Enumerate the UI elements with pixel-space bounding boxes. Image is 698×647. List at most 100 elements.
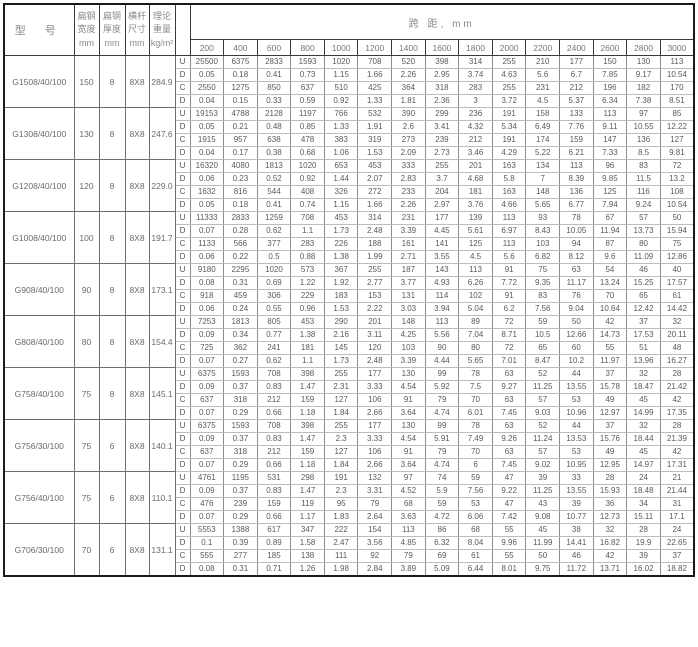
- value-cell: 1.47: [290, 432, 325, 446]
- row-type-label: D: [174, 536, 191, 550]
- value-cell: 113: [659, 55, 695, 69]
- value-cell: 57: [525, 445, 561, 459]
- header-flat-bar-width: 扁钢 宽度 mm: [73, 3, 100, 56]
- row-type-label: U: [174, 55, 191, 69]
- value-cell: 4.74: [424, 458, 460, 472]
- value-cell: 637: [189, 393, 225, 407]
- value-cell: 5.37: [559, 94, 594, 108]
- value-cell: 476: [189, 497, 225, 511]
- value-cell: 3.31: [357, 484, 393, 498]
- value-cell: 2.6: [391, 120, 426, 134]
- row-type-label: D: [174, 276, 191, 290]
- value-cell: 75: [659, 237, 695, 251]
- value-cell: 13.71: [592, 562, 628, 577]
- table-header: 型 号 扁钢 宽度 mm 扁钢 厚度 mm 横杆 尺寸 mm 理论 重量 kg/…: [3, 3, 695, 56]
- value-cell: 163: [491, 185, 527, 199]
- value-cell: 70: [458, 393, 493, 407]
- value-cell: 0.06: [189, 172, 225, 186]
- value-cell: 708: [290, 211, 325, 225]
- value-cell: 63: [559, 263, 594, 277]
- value-cell: 25500: [189, 55, 225, 69]
- span-column-header: 2800: [626, 39, 661, 56]
- value-cell: 13.53: [559, 432, 594, 446]
- value-cell: 425: [357, 81, 393, 95]
- value-cell: 17.57: [659, 276, 695, 290]
- value-cell: 17.35: [659, 406, 695, 420]
- value-cell: 1.99: [357, 250, 393, 264]
- width-cell: 75: [73, 419, 100, 472]
- value-cell: 6.44: [458, 562, 493, 577]
- value-cell: 277: [223, 549, 258, 563]
- value-cell: 79: [424, 445, 460, 459]
- value-cell: 9.75: [525, 562, 561, 577]
- value-cell: 191: [323, 471, 359, 485]
- value-cell: 0.23: [223, 172, 258, 186]
- value-cell: 138: [290, 549, 325, 563]
- value-cell: 1.15: [323, 198, 359, 212]
- row-type-label: D: [174, 432, 191, 446]
- row-type-label: D: [174, 484, 191, 498]
- value-cell: 191: [491, 107, 527, 121]
- value-cell: 273: [391, 133, 426, 147]
- value-cell: 79: [391, 549, 426, 563]
- value-cell: 1020: [290, 159, 325, 173]
- value-cell: 170: [659, 81, 695, 95]
- value-cell: 283: [458, 81, 493, 95]
- value-cell: 5.6: [525, 68, 561, 82]
- value-cell: 0.09: [189, 432, 225, 446]
- value-cell: 532: [357, 107, 393, 121]
- value-cell: 7.38: [626, 94, 661, 108]
- value-cell: 196: [592, 81, 628, 95]
- value-cell: 154: [357, 523, 393, 537]
- value-cell: 37: [626, 315, 661, 329]
- value-cell: 120: [357, 341, 393, 355]
- weight-cell: 131.1: [148, 523, 176, 577]
- value-cell: 139: [458, 211, 493, 225]
- value-cell: 1.1: [290, 224, 325, 238]
- value-cell: 148: [391, 315, 426, 329]
- value-cell: 1020: [256, 263, 292, 277]
- row-type-label: C: [174, 133, 191, 147]
- value-cell: 17.1: [659, 510, 695, 524]
- value-cell: 290: [323, 315, 359, 329]
- value-cell: 347: [290, 523, 325, 537]
- grating-load-table: 型 号 扁钢 宽度 mm 扁钢 厚度 mm 横杆 尺寸 mm 理论 重量 kg/…: [3, 3, 695, 577]
- header-model: 型 号: [3, 3, 75, 56]
- value-cell: 255: [323, 419, 359, 433]
- value-cell: 3.76: [458, 198, 493, 212]
- value-cell: 383: [323, 133, 359, 147]
- value-cell: 10.96: [559, 406, 594, 420]
- value-cell: 21.42: [659, 380, 695, 394]
- value-cell: 1.47: [290, 380, 325, 394]
- value-cell: 0.07: [189, 510, 225, 524]
- value-cell: 1.83: [323, 510, 359, 524]
- value-cell: 3.03: [391, 302, 426, 316]
- value-cell: 75: [525, 263, 561, 277]
- value-cell: 1.1: [290, 354, 325, 368]
- value-cell: 6.01: [458, 406, 493, 420]
- value-cell: 31: [659, 497, 695, 511]
- value-cell: 1.53: [357, 146, 393, 160]
- value-cell: 318: [223, 445, 258, 459]
- value-cell: 314: [357, 211, 393, 225]
- value-cell: 5.91: [424, 432, 460, 446]
- value-cell: 0.66: [256, 458, 292, 472]
- value-cell: 68: [391, 497, 426, 511]
- value-cell: 55: [491, 549, 527, 563]
- value-cell: 103: [391, 341, 426, 355]
- value-cell: 319: [357, 133, 393, 147]
- value-cell: 15.94: [659, 224, 695, 238]
- value-cell: 6.32: [424, 536, 460, 550]
- value-cell: 1.38: [323, 250, 359, 264]
- value-cell: 50: [559, 315, 594, 329]
- value-cell: 1.17: [290, 510, 325, 524]
- value-cell: 2.26: [391, 198, 426, 212]
- value-cell: 42: [592, 315, 628, 329]
- value-cell: 12.22: [659, 120, 695, 134]
- value-cell: 111: [323, 549, 359, 563]
- crossbar-cell: 8X8: [124, 367, 150, 420]
- value-cell: 4.54: [391, 432, 426, 446]
- value-cell: 106: [357, 445, 393, 459]
- value-cell: 231: [391, 211, 426, 225]
- weight-cell: 110.1: [148, 471, 176, 524]
